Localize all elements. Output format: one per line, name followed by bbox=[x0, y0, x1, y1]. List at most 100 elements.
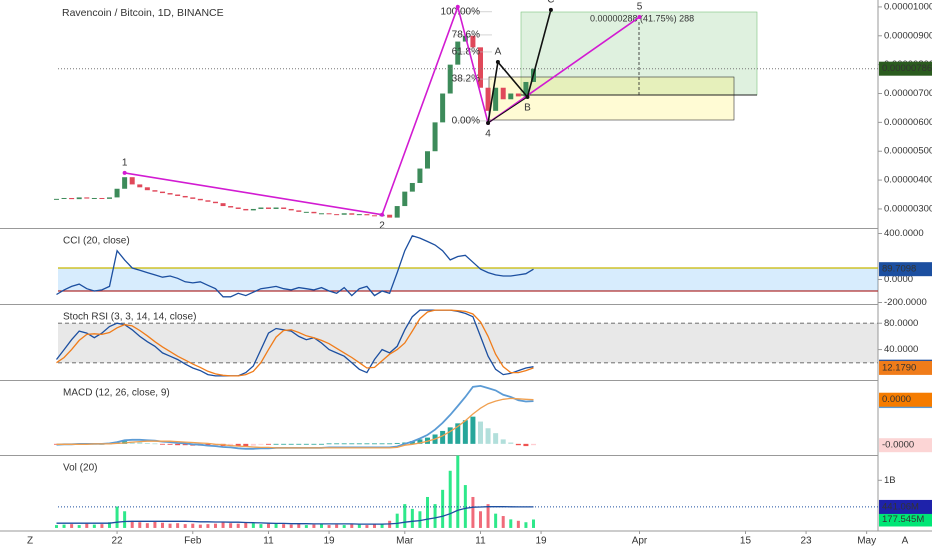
chart-title: Ravencoin / Bitcoin, 1D, BINANCE bbox=[62, 7, 224, 19]
volume-bar bbox=[168, 523, 172, 528]
histogram-bar bbox=[379, 443, 385, 445]
candle bbox=[515, 93, 521, 97]
abc-label: C bbox=[547, 0, 554, 5]
histogram-bar bbox=[394, 442, 400, 444]
volume-bar bbox=[448, 470, 452, 528]
candle bbox=[334, 214, 340, 216]
pane-title: CCI (20, close) bbox=[63, 236, 130, 247]
price-tag-label: 89.7098 bbox=[882, 264, 916, 275]
candle bbox=[228, 206, 234, 208]
candle bbox=[288, 208, 294, 211]
candle bbox=[182, 195, 188, 198]
volume-bar bbox=[176, 523, 180, 528]
price-tag-label: 441.06M bbox=[882, 501, 919, 512]
volume-bar bbox=[206, 524, 210, 528]
candle bbox=[311, 211, 317, 214]
x-tick-label: 19 bbox=[536, 536, 548, 547]
price-tag-label: 177.545M bbox=[882, 514, 924, 525]
histogram-bar bbox=[371, 443, 377, 445]
abc-point bbox=[548, 7, 553, 12]
histogram-bar bbox=[447, 427, 453, 444]
y-tick-label: 0.00000900 bbox=[884, 30, 932, 41]
histogram-bar bbox=[296, 443, 302, 445]
volume-bar bbox=[335, 524, 339, 528]
volume-bar bbox=[221, 522, 225, 528]
abc-label: B bbox=[524, 103, 531, 114]
pattern-box bbox=[488, 76, 735, 121]
price-tag-label: -0.0000 bbox=[882, 440, 914, 451]
pane-title: MACD (12, 26, close, 9) bbox=[63, 388, 170, 399]
histogram-bar bbox=[318, 443, 324, 445]
volume-bar bbox=[403, 504, 407, 528]
y-tick-label: 0.00001000 bbox=[884, 1, 932, 12]
volume-bar bbox=[372, 523, 376, 528]
candle bbox=[61, 197, 67, 199]
price-tag bbox=[879, 499, 932, 514]
price-tag bbox=[879, 512, 932, 527]
histogram-bar bbox=[228, 443, 234, 446]
abc-point bbox=[486, 120, 491, 125]
volume-bar bbox=[357, 524, 361, 528]
histogram-bar bbox=[144, 442, 150, 444]
candle bbox=[432, 122, 438, 152]
price-tag bbox=[879, 61, 932, 76]
pane-title: Stoch RSI (3, 3, 14, 14, close) bbox=[63, 312, 196, 323]
histogram-bar bbox=[523, 443, 529, 447]
volume-bar bbox=[410, 508, 414, 528]
volume-bar bbox=[531, 519, 535, 528]
price-tag-label: 0.00000786 bbox=[882, 63, 932, 74]
candle bbox=[523, 81, 529, 97]
histogram-bar bbox=[303, 443, 309, 445]
volume-bar bbox=[130, 520, 134, 528]
candle bbox=[265, 207, 271, 209]
candle bbox=[508, 93, 514, 100]
histogram-bar bbox=[356, 443, 362, 445]
histogram-bar bbox=[341, 443, 347, 445]
histogram-bar bbox=[515, 443, 521, 446]
candle bbox=[243, 208, 249, 211]
candle bbox=[53, 198, 59, 200]
volume-bar bbox=[213, 523, 217, 528]
histogram-bar bbox=[493, 433, 499, 444]
pattern-point bbox=[122, 170, 127, 175]
fib-label: 38.2% bbox=[452, 74, 480, 85]
x-tick-label: Feb bbox=[184, 536, 202, 547]
pattern-label: 5 bbox=[637, 2, 643, 13]
volume-bar bbox=[441, 489, 445, 528]
candle bbox=[303, 211, 309, 213]
candle bbox=[326, 213, 332, 215]
volume-bar bbox=[115, 506, 119, 528]
candle bbox=[402, 191, 408, 207]
x-tick-label: 11 bbox=[263, 536, 274, 547]
candle bbox=[371, 215, 377, 217]
histogram-bar bbox=[455, 423, 461, 444]
histogram-bar bbox=[243, 443, 249, 447]
histogram-bar bbox=[182, 443, 188, 446]
candle bbox=[84, 197, 90, 199]
volume-bar bbox=[297, 523, 301, 528]
auto-scale-button[interactable]: A bbox=[902, 536, 909, 547]
volume-bar bbox=[198, 524, 202, 528]
zoom-button[interactable]: Z bbox=[27, 536, 33, 547]
y-tick-label: 40.0000 bbox=[884, 344, 918, 355]
volume-bar bbox=[191, 523, 195, 528]
candle bbox=[159, 191, 165, 194]
candle bbox=[114, 188, 120, 198]
histogram-bar bbox=[152, 443, 158, 445]
candle bbox=[394, 206, 400, 218]
candle bbox=[212, 201, 218, 204]
candle bbox=[318, 213, 324, 215]
candle bbox=[349, 213, 355, 215]
volume-bar bbox=[145, 523, 149, 528]
histogram-bar bbox=[364, 443, 370, 445]
volume-bar bbox=[138, 522, 142, 528]
volume-bar bbox=[54, 525, 58, 528]
volume-bar bbox=[251, 523, 255, 528]
y-tick-label: 0.00000400 bbox=[884, 175, 932, 186]
candle bbox=[296, 210, 302, 212]
volume-bar bbox=[478, 511, 482, 528]
position-label: 0.00000288 (41.75%) 288 bbox=[590, 13, 694, 23]
candle bbox=[99, 197, 105, 199]
x-tick-label: 23 bbox=[801, 536, 813, 547]
series-line bbox=[56, 506, 534, 525]
